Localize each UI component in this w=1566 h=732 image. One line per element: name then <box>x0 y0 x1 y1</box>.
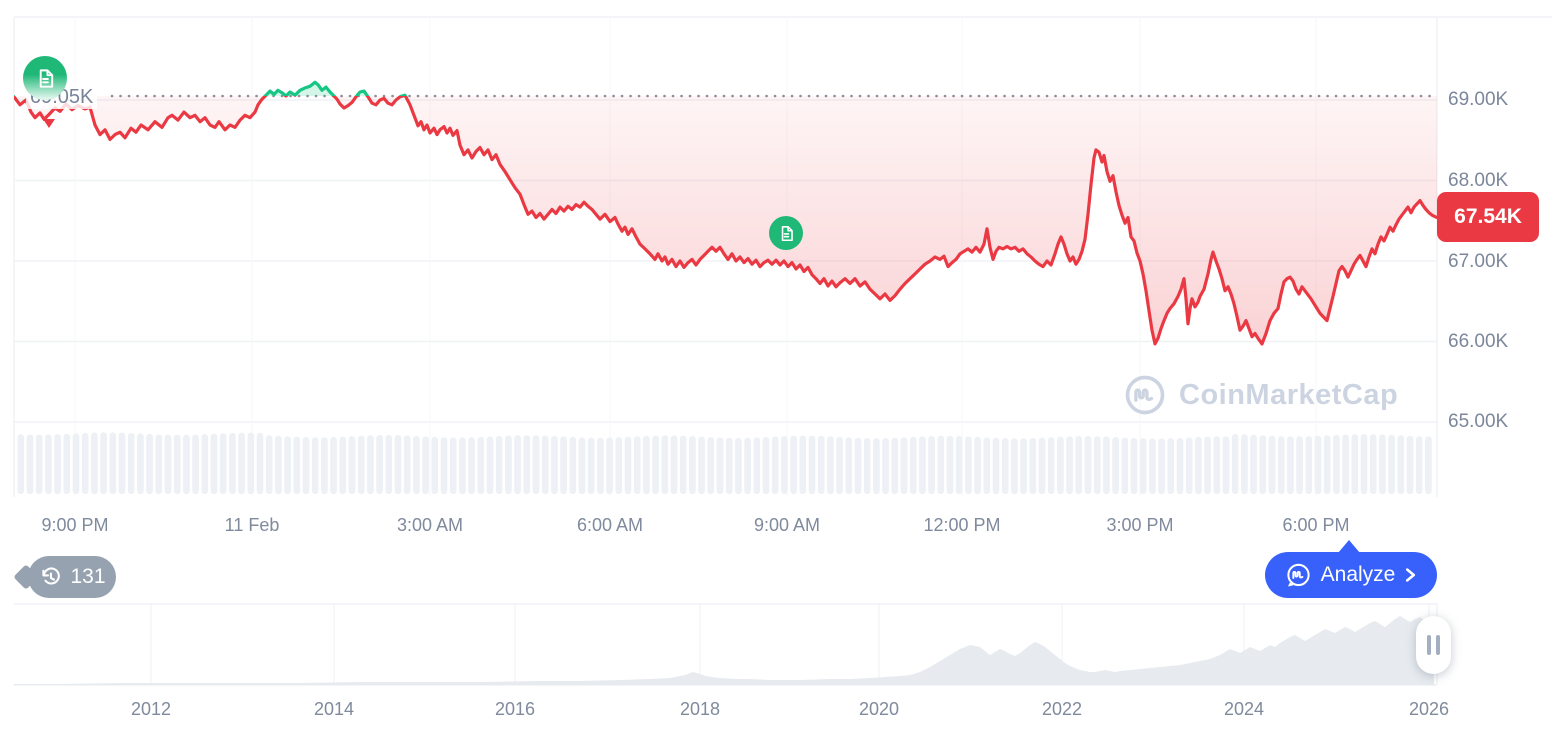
analyze-label: Analyze <box>1320 563 1396 586</box>
y-axis-label: 69.00K <box>1448 89 1509 110</box>
document-icon <box>39 68 53 88</box>
navigator-year-label: 2014 <box>313 699 355 719</box>
coinmarketcap-watermark: CoinMarketCap <box>1124 374 1398 416</box>
y-axis-label: 66.00K <box>1448 331 1509 352</box>
last-price-badge: 67.54K <box>1437 192 1539 242</box>
navigator-year-label: 2026 <box>1408 699 1450 719</box>
history-count: 131 <box>70 565 106 588</box>
x-axis-label: 11 Feb <box>224 515 280 535</box>
watermark-text: CoinMarketCap <box>1179 378 1399 411</box>
chevron-right-icon <box>1406 568 1416 582</box>
coinmarketcap-logo-icon <box>1125 375 1165 415</box>
analyze-pointer <box>1338 540 1360 553</box>
navigator-year-label: 2022 <box>1041 699 1083 719</box>
x-axis-label: 3:00 AM <box>396 515 464 535</box>
x-axis-label: 6:00 AM <box>576 515 644 535</box>
news-marker-icon[interactable] <box>23 56 67 100</box>
navigator-year-label: 2020 <box>858 699 900 719</box>
analyze-button[interactable]: Analyze <box>1265 552 1437 598</box>
x-axis-label: 9:00 PM <box>41 515 109 535</box>
navigator-year-label: 2016 <box>494 699 536 719</box>
drag-handle-bar <box>1436 635 1440 655</box>
x-axis-label: 6:00 PM <box>1282 515 1350 535</box>
y-axis-label: 65.00K <box>1448 411 1509 432</box>
navigator-year-label: 2024 <box>1223 699 1265 719</box>
x-axis-label: 3:00 PM <box>1106 515 1174 535</box>
navigator-year-label: 2018 <box>679 699 721 719</box>
y-axis-label: 67.00K <box>1448 251 1509 272</box>
x-axis-label: 12:00 PM <box>923 515 1001 535</box>
history-clock-icon <box>42 566 61 585</box>
history-badge[interactable]: 131 <box>28 556 116 598</box>
navigator-drag-handle[interactable] <box>1416 616 1451 674</box>
coinmarketcap-logo-icon <box>1287 563 1310 586</box>
down-triangle-marker-icon <box>43 119 55 128</box>
document-icon <box>781 225 793 241</box>
y-axis-label: 68.00K <box>1448 170 1509 191</box>
navigator-year-label: 2012 <box>130 699 172 719</box>
x-axis-label: 9:00 AM <box>753 515 821 535</box>
drag-handle-bar <box>1427 635 1431 655</box>
news-marker-icon[interactable] <box>769 216 803 250</box>
